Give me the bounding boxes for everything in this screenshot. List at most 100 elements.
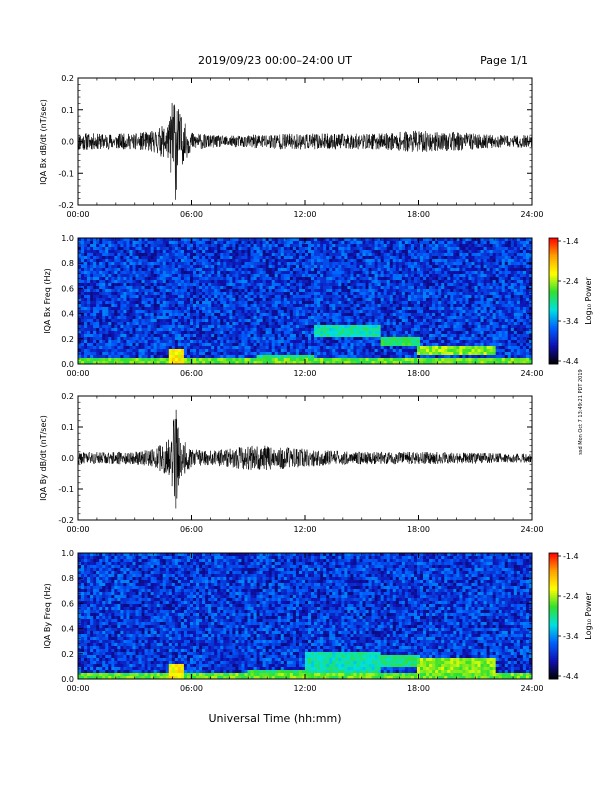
spectrogram-cell	[223, 331, 227, 335]
spectrogram-cell	[138, 319, 142, 323]
spectrogram-cell	[262, 319, 266, 323]
spectrogram-cell	[395, 304, 400, 308]
spectrogram-cell	[171, 268, 176, 272]
spectrogram-cell	[129, 286, 133, 290]
spectrogram-cell	[262, 259, 266, 263]
spectrogram-cell	[510, 313, 515, 317]
spectrogram-cell	[238, 298, 242, 302]
spectrogram-cell	[205, 334, 209, 338]
spectrogram-cell	[483, 298, 487, 302]
spectrogram-cell	[350, 292, 354, 296]
spectrogram-cell	[208, 259, 212, 263]
spectrogram-cell	[308, 262, 312, 266]
spectrogram-cell	[468, 265, 472, 269]
spectrogram-cell	[265, 262, 269, 266]
spectrogram-cell	[323, 292, 327, 296]
spectrogram-cell	[265, 331, 269, 335]
spectrogram-cell	[338, 277, 342, 281]
spectrogram-cell	[78, 280, 82, 284]
spectrogram-cell	[144, 304, 148, 308]
spectrogram-cell	[356, 307, 360, 311]
spectrogram-cell	[177, 241, 182, 245]
spectrogram-cell	[447, 307, 451, 311]
spectrogram-cell	[423, 295, 427, 299]
spectrogram-cell	[244, 250, 248, 254]
spectrogram-cell	[504, 250, 509, 254]
spectrogram-cell	[183, 319, 188, 323]
spectrogram-cell	[471, 304, 475, 308]
spectrogram-cell	[129, 292, 133, 296]
spectrogram-cell	[159, 265, 164, 269]
spectrogram-cell	[256, 295, 260, 299]
spectrogram-cell	[359, 325, 363, 329]
spectrogram-cell	[280, 262, 285, 266]
spectrogram-cell	[126, 298, 130, 302]
spectrogram-cell	[81, 301, 85, 305]
spectrogram-cell	[311, 292, 315, 296]
spectrogram-cell	[226, 265, 230, 269]
spectrogram-cell	[271, 295, 276, 299]
spectrogram-cell	[214, 325, 218, 329]
spectrogram-cell	[247, 331, 251, 335]
spectrogram-cell	[528, 250, 533, 254]
spectrogram-cell	[147, 316, 151, 320]
spectrogram-cell	[271, 277, 276, 281]
spectrogram-cell	[283, 289, 288, 293]
spectrogram-cell	[268, 298, 273, 302]
spectrogram-cell	[341, 292, 345, 296]
spectrogram-cell	[295, 295, 300, 299]
spectrogram-cell	[510, 292, 515, 296]
spectrogram-cell	[298, 268, 303, 272]
spectrogram-cell	[286, 238, 291, 242]
spectrogram-cell	[462, 280, 466, 284]
spectrogram-cell	[99, 286, 103, 290]
spectrogram-cell	[147, 304, 151, 308]
spectrogram-cell	[374, 268, 378, 272]
spectrogram-cell	[147, 283, 151, 287]
spectrogram-cell	[444, 316, 448, 320]
spectrogram-cell	[199, 274, 203, 278]
spectrogram-cell	[277, 313, 282, 317]
spectrogram-cell	[368, 289, 372, 293]
spectrogram-cell	[186, 268, 191, 272]
spectrogram-cell	[153, 283, 157, 287]
spectrogram-cell	[504, 301, 509, 305]
spectrogram-cell	[362, 250, 366, 254]
spectrogram-cell	[241, 238, 245, 242]
spectrogram-cell	[383, 301, 388, 305]
spectrogram-cell	[229, 331, 233, 335]
spectrogram-cell	[356, 313, 360, 317]
spectrogram-cell	[196, 316, 200, 320]
spectrogram-cell	[129, 271, 133, 275]
spectrogram-cell	[377, 244, 381, 248]
spectrogram-cell	[453, 262, 457, 266]
spectrogram-cell	[102, 316, 106, 320]
spectrogram-cell	[114, 295, 118, 299]
spectrogram-cell	[314, 307, 318, 311]
spectrogram-cell	[226, 271, 230, 275]
spectrogram-cell	[162, 265, 167, 269]
spectrogram-cell	[226, 301, 230, 305]
spectrogram-cell	[489, 286, 493, 290]
spectrogram-cell	[471, 307, 475, 311]
spectrogram-cell	[144, 301, 148, 305]
spectrogram-cell	[177, 268, 182, 272]
spectrogram-cell	[93, 334, 97, 338]
spectrogram-cell	[528, 256, 533, 260]
spectrogram-cell	[498, 298, 503, 302]
spectrogram-cell	[365, 241, 369, 245]
spectrogram-cell	[84, 319, 88, 323]
spectrogram-cell	[235, 295, 239, 299]
spectrogram-cell	[489, 301, 493, 305]
spectrogram-cell	[350, 328, 354, 332]
spectrogram-cell	[513, 280, 518, 284]
spectrogram-cell	[289, 292, 294, 296]
spectrogram-cell	[93, 268, 97, 272]
spectrogram-cell	[81, 283, 85, 287]
spectrogram-cell	[507, 268, 512, 272]
spectrogram-cell	[501, 328, 506, 332]
spectrogram-cell	[298, 334, 303, 338]
spectrogram-cell	[429, 331, 433, 335]
spectrogram-cell	[516, 310, 521, 314]
spectrogram-cell	[253, 331, 257, 335]
